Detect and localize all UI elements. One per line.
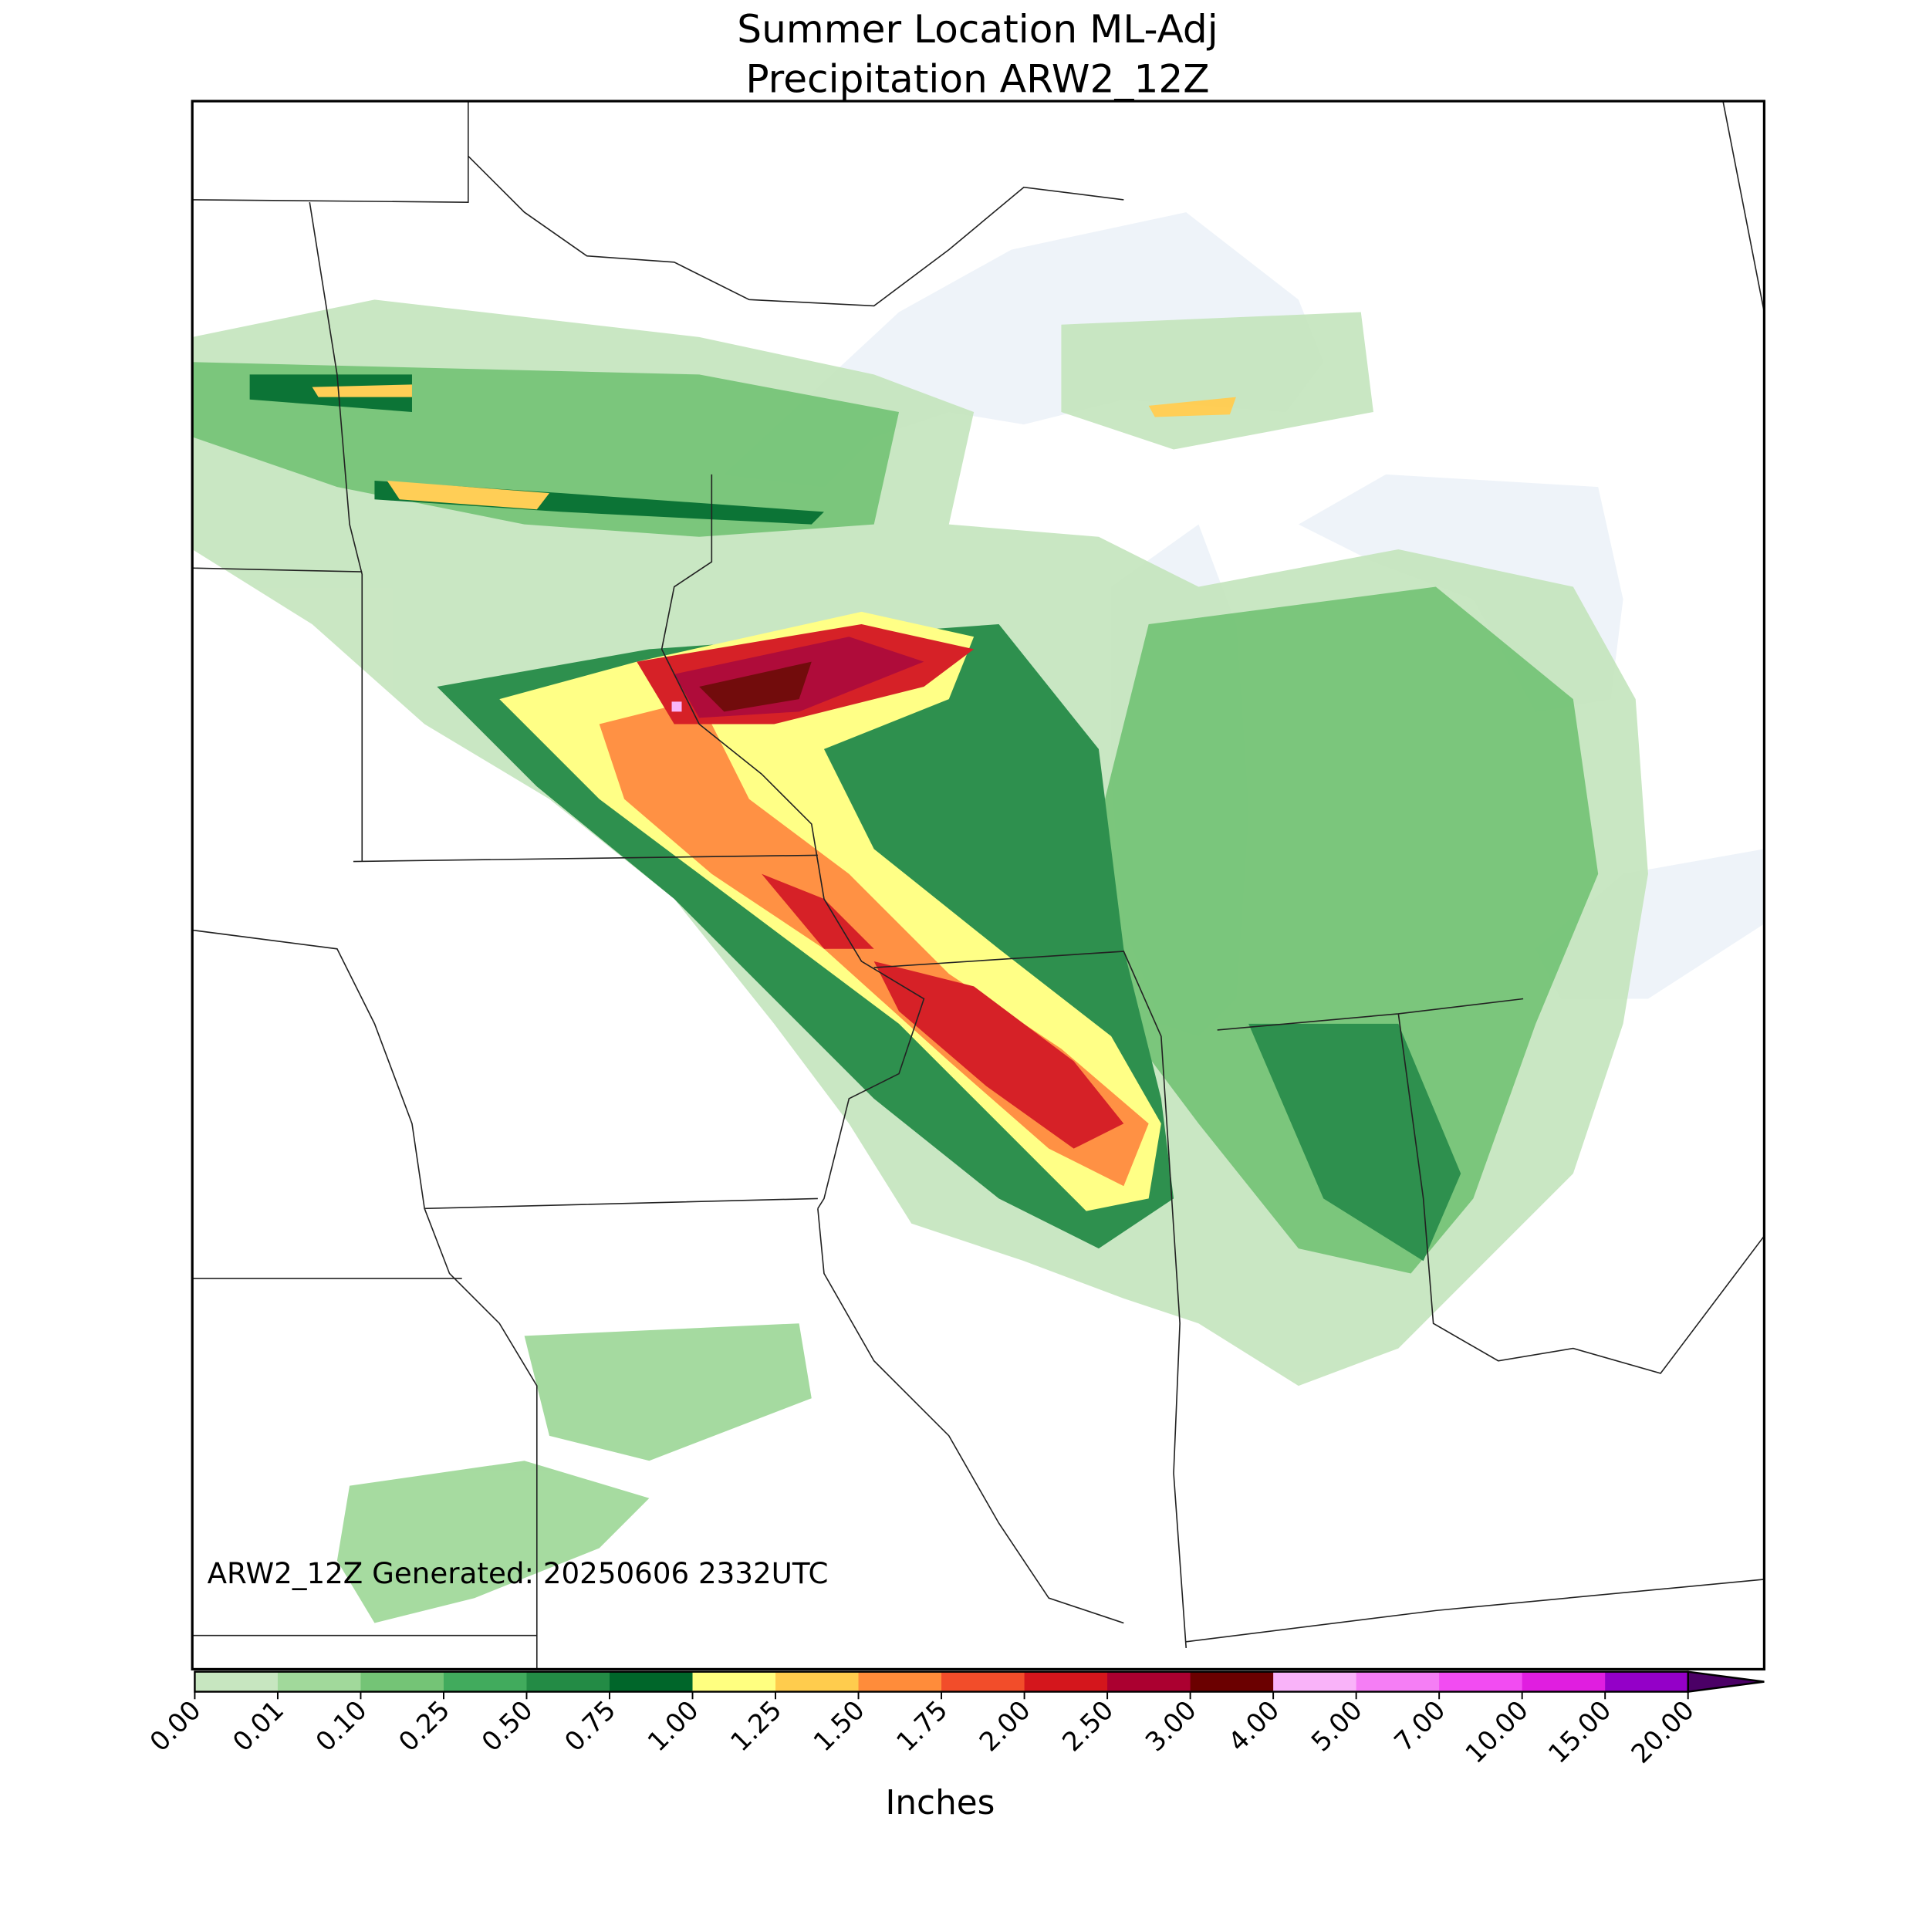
- precip-area: [336, 1461, 650, 1623]
- map: ARW2_12Z Generated: 20250606 2332UTC: [191, 100, 1766, 1671]
- colorbar-bin: [1439, 1671, 1523, 1692]
- colorbar-tick-label: 2.50: [1056, 1695, 1120, 1758]
- colorbar-extension: [1687, 1670, 1765, 1693]
- colorbar-bin: [1273, 1671, 1357, 1692]
- colorbar-tick-label: 10.00: [1460, 1695, 1535, 1770]
- colorbar-bin: [1522, 1671, 1606, 1692]
- colorbar-tick-label: 20.00: [1626, 1695, 1701, 1770]
- colorbar-bin: [692, 1671, 776, 1692]
- colorbar-tick-label: 0.50: [476, 1695, 539, 1758]
- border: [192, 567, 363, 573]
- colorbar-bin: [1605, 1671, 1689, 1692]
- precip-field: [192, 299, 1648, 1623]
- colorbar-tick-label: 15.00: [1542, 1695, 1617, 1770]
- border: [192, 929, 818, 1210]
- borders: [192, 101, 1765, 1670]
- map-content: [192, 101, 1765, 1670]
- colorbar-bin: [775, 1671, 860, 1692]
- precip-area: [524, 1323, 812, 1461]
- colorbar-tick-label: 0.25: [393, 1695, 456, 1758]
- border: [1722, 101, 1765, 312]
- precip-area: [1061, 312, 1373, 450]
- colorbar-tick-label: 4.00: [1222, 1695, 1285, 1758]
- colorbar-bin: [610, 1671, 694, 1692]
- colorbar-tick-label: 7.00: [1388, 1695, 1451, 1758]
- colorbar-tick-label: 0.01: [227, 1695, 290, 1758]
- border: [1186, 1579, 1765, 1643]
- colorbar-label: Inches: [886, 1783, 995, 1822]
- map-frame: [191, 100, 1766, 1671]
- border: [660, 474, 925, 1209]
- annotation: ARW2_12Z Generated: 20250606 2332UTC: [208, 1556, 829, 1590]
- precip-area: [873, 961, 1124, 1149]
- precip-area: [312, 384, 1236, 510]
- border: [468, 155, 1124, 307]
- colorbar-tick-label: 1.25: [725, 1695, 788, 1758]
- precip-area: [671, 701, 682, 712]
- colorbar-bin: [360, 1671, 444, 1692]
- colorbar-tick-label: 0.00: [144, 1695, 208, 1758]
- colorbar-bin: [277, 1671, 362, 1692]
- colorbar-tick-label: 1.75: [890, 1695, 954, 1758]
- border: [309, 202, 363, 862]
- colorbar-bin: [526, 1671, 610, 1692]
- colorbar-tick-label: 2.00: [974, 1695, 1037, 1758]
- colorbar-tick-label: 0.10: [310, 1695, 373, 1758]
- border: [817, 1208, 1124, 1624]
- border: [1397, 1013, 1765, 1374]
- colorbar-tick-label: 1.00: [642, 1695, 705, 1758]
- colorbar-tick-label: 5.00: [1306, 1695, 1369, 1758]
- precip-area: [1098, 586, 1599, 1274]
- colorbar-tick-label: 1.50: [808, 1695, 871, 1758]
- colorbar: 0.00 0.01 0.10 0.25 0.50 0.75 1.00 1.25 1.50 1.75…: [144, 1670, 1765, 1770]
- title: Summer Location ML-Adj: [737, 6, 1218, 52]
- colorbar-bin: [1356, 1671, 1440, 1692]
- colorbar-tick-label: 3.00: [1140, 1695, 1203, 1758]
- precip-area: [762, 873, 874, 949]
- colorbar-bin: [194, 1671, 279, 1692]
- colorbar-tick-label: 0.75: [559, 1695, 622, 1758]
- colorbar-bin: [443, 1671, 528, 1692]
- subtitle: Precipitation ARW2_12Z: [745, 56, 1209, 102]
- border: [353, 854, 818, 863]
- border: [873, 951, 1187, 1648]
- colorbar-bin: [941, 1671, 1025, 1692]
- colorbar-bin: [1190, 1671, 1274, 1692]
- precip-area: [699, 661, 812, 712]
- border: [424, 1208, 538, 1670]
- colorbar-bin: [858, 1671, 942, 1692]
- colorbar-bin: [1024, 1671, 1108, 1692]
- colorbar-bin: [1107, 1671, 1191, 1692]
- border: [192, 101, 469, 203]
